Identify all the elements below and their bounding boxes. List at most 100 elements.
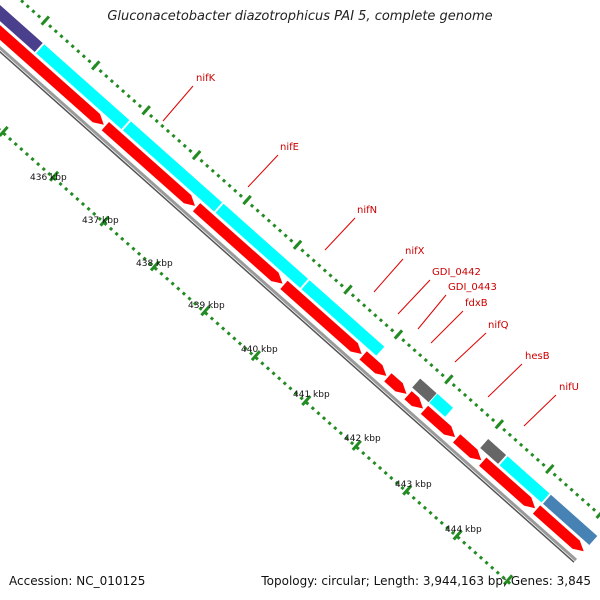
ruler-minor-tick (249, 351, 254, 356)
gene-label: nifN (357, 205, 377, 216)
ruler-minor-tick (19, 147, 24, 152)
ruler-minor-tick (457, 387, 462, 393)
ruler-minor-tick (305, 401, 310, 406)
ruler-labels: 436 kbp 437 kbp 438 kbp 439 kbp 440 kbp 441 k… (30, 173, 482, 535)
ruler-minor-tick (160, 123, 165, 129)
feature-track (0, 5, 598, 552)
ruler-major-tick (393, 329, 404, 340)
ruler-minor-tick (125, 241, 130, 246)
ruler-minor-tick (277, 376, 282, 381)
ruler-minor-tick (272, 223, 277, 228)
ruler-minor-tick (265, 366, 271, 371)
ruler-minor-tick (586, 502, 591, 507)
ruler-minor-tick (507, 432, 512, 438)
ruler-minor-tick (339, 283, 344, 288)
ruler-minor-tick (535, 457, 541, 462)
ruler-minor-tick (283, 233, 288, 238)
ruler-minor-tick (322, 268, 328, 273)
ruler-major-tick (494, 419, 505, 430)
ruler-minor-tick (86, 206, 91, 212)
ruler-minor-tick (305, 253, 311, 258)
gene-label: GDI_0442 (432, 267, 481, 278)
ruler-label: 438 kbp (136, 259, 173, 269)
ruler-minor-tick (221, 178, 227, 183)
topology-summary: Topology: circular; Length: 3,944,163 bp… (261, 574, 591, 588)
ruler-minor-tick (591, 507, 597, 512)
ruler-minor-tick (411, 495, 416, 501)
ruler-minor-tick (349, 441, 355, 446)
ruler-minor-tick (422, 505, 428, 511)
ruler-minor-tick (108, 226, 114, 231)
reverse-feature (420, 405, 456, 438)
ruler-minor-tick (47, 171, 52, 177)
ruler-minor-tick (137, 103, 143, 109)
ruler-minor-tick (48, 24, 53, 29)
ruler-minor-tick (254, 356, 259, 361)
ruler-minor-tick (41, 166, 46, 172)
ruler-minor-tick (159, 271, 164, 276)
forward-feature (499, 456, 550, 503)
forward-feature (36, 44, 130, 130)
ruler-minor-tick (327, 421, 332, 426)
leader-line (324, 217, 356, 251)
ruler-minor-tick (456, 535, 461, 540)
gene-label: hesB (525, 351, 550, 362)
gene-label: nifE (280, 142, 299, 153)
ruler-minor-tick (153, 266, 158, 271)
ruler-minor-tick (232, 336, 237, 341)
ruler-minor-tick (394, 480, 400, 486)
ruler-minor-tick (373, 313, 378, 318)
ruler-major-tick (292, 239, 303, 250)
ruler-minor-tick (76, 49, 81, 54)
ruler-minor-tick (136, 251, 142, 256)
reverse-feature (359, 351, 387, 376)
reverse-feature (404, 391, 423, 409)
ruler-minor-tick (97, 216, 102, 222)
ruler-minor-tick (227, 183, 232, 188)
ruler-minor-tick (176, 286, 181, 291)
ruler-minor-tick (98, 69, 103, 74)
ruler-minor-tick (462, 392, 468, 398)
ruler-minor-tick (502, 427, 507, 433)
ruler-minor-tick (367, 308, 372, 313)
ruler-minor-tick (205, 163, 210, 168)
ruler-minor-tick (81, 54, 86, 59)
ruler-minor-tick (428, 510, 433, 516)
ruler-minor-tick (131, 246, 136, 251)
ruler-minor-tick (114, 231, 119, 236)
ruler-minor-tick (356, 298, 361, 303)
gene-label: GDI_0443 (448, 282, 497, 293)
ruler-major-tick (351, 439, 362, 451)
ruler-minor-tick (401, 338, 406, 343)
ruler-minor-tick (266, 218, 271, 223)
forward-feature (0, 5, 43, 52)
ruler-minor-tick (372, 460, 377, 466)
ruler-minor-tick (530, 452, 535, 457)
leader-line (417, 294, 447, 330)
leader-line (162, 85, 194, 122)
ruler-major-tick (444, 374, 454, 385)
ruler-label: 436 kbp (30, 173, 67, 183)
ruler-minor-tick (103, 221, 108, 226)
ruler-minor-tick (518, 442, 524, 447)
ruler-minor-tick (569, 487, 574, 492)
ruler-ticks (0, 0, 600, 586)
ruler-major-tick (402, 484, 413, 496)
ruler-minor-tick (478, 555, 484, 560)
ruler-minor-tick (350, 293, 356, 298)
ruler-minor-tick (378, 318, 384, 323)
ruler-minor-tick (149, 113, 154, 119)
ruler-minor-tick (321, 416, 327, 421)
ruler-label: 439 kbp (188, 301, 225, 311)
ruler-minor-tick (64, 186, 69, 192)
other-feature (412, 378, 437, 403)
ruler-major-tick (48, 170, 60, 182)
ruler-minor-tick (177, 138, 182, 144)
ruler-minor-tick (192, 301, 198, 306)
ruler-minor-tick (490, 417, 496, 423)
ruler-minor-tick (115, 83, 120, 89)
ruler-minor-tick (87, 59, 92, 64)
ruler-minor-tick (467, 545, 472, 550)
gene-label: nifX (405, 246, 425, 257)
